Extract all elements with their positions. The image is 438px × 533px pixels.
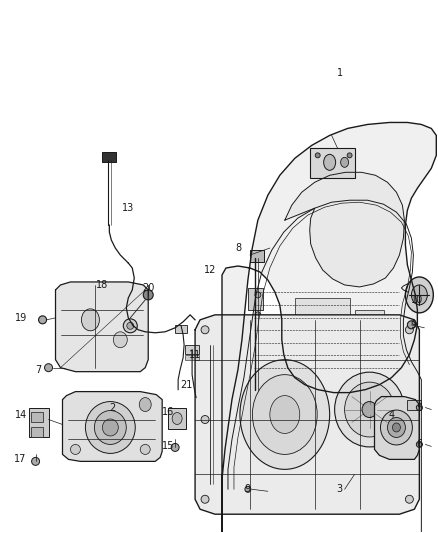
Ellipse shape: [245, 486, 251, 492]
Text: 9: 9: [410, 320, 417, 330]
Ellipse shape: [255, 312, 261, 318]
Text: 14: 14: [14, 409, 27, 419]
Text: 21: 21: [180, 379, 192, 390]
Bar: [28, 408, 49, 438]
Bar: [175, 325, 187, 333]
Bar: [168, 408, 186, 430]
Ellipse shape: [240, 360, 330, 470]
Ellipse shape: [81, 309, 99, 331]
Ellipse shape: [143, 290, 153, 300]
Bar: [185, 345, 199, 354]
Text: 15: 15: [162, 441, 174, 451]
Ellipse shape: [345, 382, 395, 437]
Bar: [355, 310, 385, 360]
Ellipse shape: [381, 410, 413, 445]
Ellipse shape: [124, 319, 137, 333]
Ellipse shape: [127, 322, 134, 329]
Text: 6: 6: [416, 439, 422, 449]
Text: 18: 18: [96, 280, 109, 290]
Ellipse shape: [341, 157, 349, 167]
Ellipse shape: [102, 419, 118, 436]
Ellipse shape: [407, 321, 415, 329]
Ellipse shape: [406, 326, 413, 334]
Bar: [185, 355, 199, 360]
Ellipse shape: [406, 495, 413, 503]
Polygon shape: [56, 282, 148, 372]
Text: 1: 1: [336, 68, 343, 78]
Ellipse shape: [172, 413, 182, 424]
Text: 7: 7: [35, 365, 42, 375]
Ellipse shape: [71, 445, 81, 455]
Ellipse shape: [255, 378, 261, 385]
Ellipse shape: [39, 316, 46, 324]
Ellipse shape: [139, 398, 151, 411]
Text: 3: 3: [336, 484, 343, 494]
Polygon shape: [374, 397, 419, 459]
Ellipse shape: [335, 372, 404, 447]
Ellipse shape: [255, 292, 261, 298]
Text: 20: 20: [142, 283, 155, 293]
Text: 4: 4: [389, 409, 395, 419]
Bar: [248, 330, 263, 352]
Text: 13: 13: [122, 203, 134, 213]
Ellipse shape: [140, 445, 150, 455]
Ellipse shape: [411, 285, 427, 305]
Ellipse shape: [201, 495, 209, 503]
Ellipse shape: [45, 364, 53, 372]
Ellipse shape: [255, 337, 261, 343]
Text: 17: 17: [14, 455, 27, 464]
Bar: [295, 346, 350, 364]
Bar: [102, 152, 117, 163]
Text: 16: 16: [162, 407, 174, 416]
Text: 5: 5: [416, 402, 423, 413]
Ellipse shape: [324, 155, 336, 171]
Ellipse shape: [32, 457, 39, 465]
Text: 19: 19: [14, 313, 27, 323]
Bar: [31, 411, 42, 422]
Text: 8: 8: [235, 243, 241, 253]
Bar: [407, 400, 421, 409]
Polygon shape: [195, 315, 419, 514]
Polygon shape: [63, 392, 162, 462]
Ellipse shape: [362, 401, 377, 417]
Text: 9: 9: [245, 484, 251, 494]
Ellipse shape: [417, 441, 422, 447]
Ellipse shape: [252, 385, 260, 393]
Ellipse shape: [252, 375, 317, 455]
Ellipse shape: [95, 410, 126, 445]
Ellipse shape: [201, 416, 209, 424]
Bar: [31, 427, 42, 438]
Bar: [250, 250, 264, 262]
Ellipse shape: [270, 395, 300, 433]
Ellipse shape: [171, 443, 179, 451]
Ellipse shape: [347, 153, 352, 158]
Bar: [248, 288, 263, 310]
Ellipse shape: [201, 326, 209, 334]
Text: 12: 12: [204, 265, 216, 275]
Ellipse shape: [406, 416, 413, 424]
Ellipse shape: [85, 401, 135, 454]
Ellipse shape: [388, 417, 406, 438]
Polygon shape: [285, 172, 404, 287]
Bar: [295, 298, 350, 316]
Bar: [310, 148, 355, 178]
Text: 2: 2: [109, 402, 116, 413]
Bar: [295, 322, 350, 340]
Ellipse shape: [392, 423, 400, 432]
Polygon shape: [222, 123, 436, 532]
Ellipse shape: [113, 332, 127, 348]
Ellipse shape: [406, 277, 433, 313]
Ellipse shape: [417, 405, 422, 410]
Ellipse shape: [255, 357, 261, 362]
Text: 11: 11: [189, 350, 201, 360]
Bar: [248, 372, 263, 393]
Text: 10: 10: [411, 295, 424, 305]
Ellipse shape: [315, 153, 320, 158]
